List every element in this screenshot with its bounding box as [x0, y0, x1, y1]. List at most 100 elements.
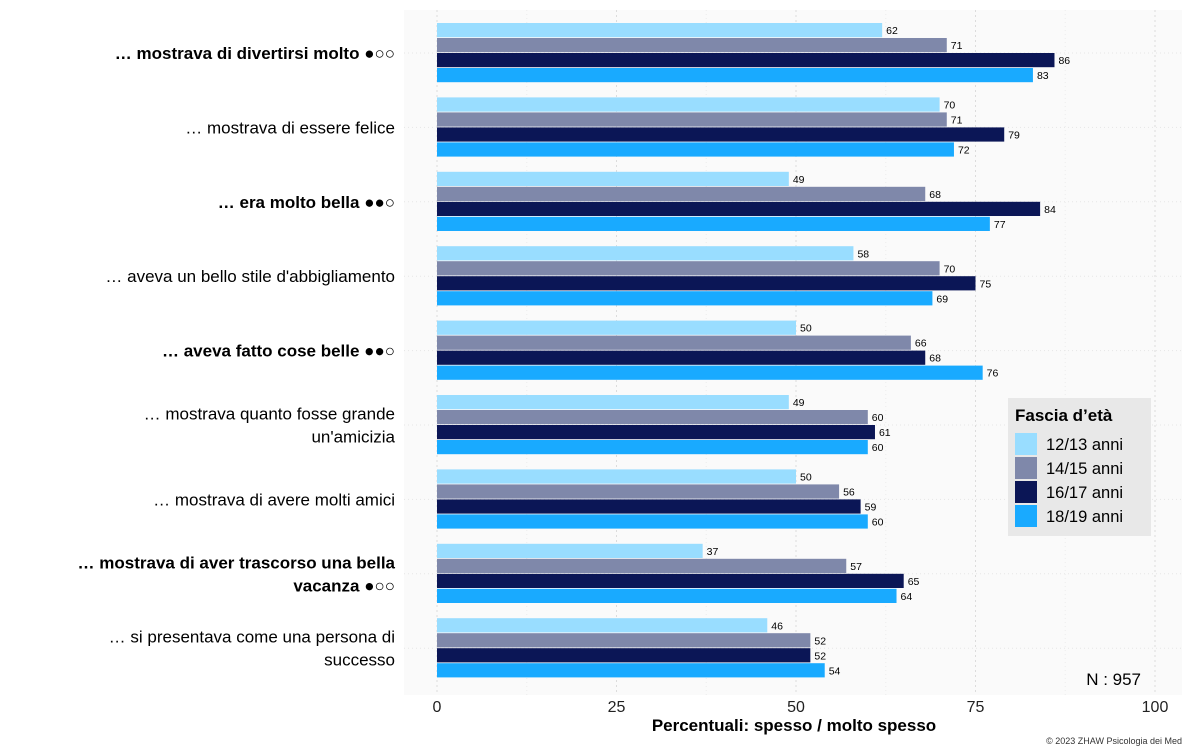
data-label: 76: [987, 368, 999, 380]
x-tick-label: 25: [608, 699, 626, 716]
x-tick-label: 0: [433, 699, 442, 716]
bar: [437, 53, 1055, 68]
data-label: 83: [1037, 70, 1049, 82]
x-axis-ticks: 0 25 50 75 100: [433, 699, 1169, 716]
bar: [437, 663, 825, 678]
bar: [437, 320, 796, 335]
bar: [437, 633, 811, 648]
bar: [437, 618, 768, 633]
data-label: 71: [951, 115, 963, 127]
bar: [437, 112, 947, 127]
bar: [437, 38, 947, 53]
data-label: 50: [800, 323, 812, 335]
legend-label: 16/17 anni: [1046, 484, 1123, 502]
sample-size-label: N : 957: [1086, 670, 1141, 689]
bar: [437, 171, 789, 186]
category-label: un'amicizia: [311, 428, 395, 447]
bar: [437, 440, 868, 455]
bar: [437, 365, 983, 380]
bar: [437, 97, 940, 112]
bar: [437, 425, 875, 440]
bar: [437, 68, 1033, 83]
bar: [437, 127, 1005, 142]
legend-swatch: [1015, 433, 1037, 455]
data-label: 50: [800, 472, 812, 484]
data-label: 70: [944, 263, 956, 275]
data-label: 57: [850, 561, 862, 573]
data-label: 60: [872, 442, 884, 454]
legend-label: 12/13 anni: [1046, 436, 1123, 454]
data-label: 46: [771, 620, 783, 632]
data-label: 77: [994, 219, 1006, 231]
bar: [437, 395, 789, 410]
bar: [437, 469, 796, 484]
category-labels: … mostrava di divertirsi molto ●○○ … most…: [78, 44, 396, 670]
bars: [437, 23, 1055, 678]
category-label: … mostrava di avere molti amici: [153, 490, 395, 509]
bar: [437, 573, 904, 588]
legend-swatch: [1015, 481, 1037, 503]
x-tick-label: 100: [1142, 699, 1169, 716]
data-label: 71: [951, 40, 963, 52]
data-label: 60: [872, 412, 884, 424]
category-label: … si presentava come una persona di: [109, 628, 395, 647]
bar: [437, 201, 1041, 216]
bar: [437, 335, 911, 350]
category-label: … mostrava di aver trascorso una bella: [78, 553, 396, 572]
bar: [437, 261, 940, 276]
category-label: … mostrava di divertirsi molto ●○○: [115, 44, 395, 63]
bar: [437, 350, 926, 365]
category-label: … era molto bella ●●○: [218, 193, 395, 212]
data-label: 62: [886, 25, 898, 37]
legend: Fascia d’età 12/13 anni 14/15 anni 16/17 a…: [1008, 398, 1151, 536]
data-label: 58: [857, 248, 869, 260]
data-label: 69: [936, 293, 948, 305]
data-label: 49: [793, 397, 805, 409]
value-labels: 6271868370717972496884775870756950666876…: [707, 25, 1071, 677]
bar: [437, 543, 703, 558]
data-label: 56: [843, 487, 855, 499]
data-label: 65: [908, 576, 920, 588]
data-label: 75: [980, 278, 992, 290]
bar: [437, 588, 897, 603]
legend-items: 12/13 anni 14/15 anni 16/17 anni 18/19 anni: [1015, 433, 1123, 527]
bar: [437, 499, 861, 514]
data-label: 79: [1008, 130, 1020, 142]
legend-swatch: [1015, 457, 1037, 479]
bar: [437, 246, 854, 261]
category-label: vacanza ●○○: [293, 576, 395, 595]
bar: [437, 216, 990, 231]
data-label: 52: [814, 635, 826, 647]
data-label: 52: [814, 650, 826, 662]
bar: [437, 648, 811, 663]
bar: [437, 410, 868, 425]
x-axis-title: Percentuali: spesso / molto spesso: [652, 716, 936, 735]
bar: [437, 23, 883, 38]
bar: [437, 186, 926, 201]
bar: [437, 484, 840, 499]
legend-label: 18/19 anni: [1046, 508, 1123, 526]
category-label: … mostrava quanto fosse grande: [144, 405, 395, 424]
data-label: 84: [1044, 204, 1056, 216]
data-label: 66: [915, 338, 927, 350]
data-label: 59: [865, 502, 877, 514]
data-label: 60: [872, 517, 884, 529]
data-label: 49: [793, 174, 805, 186]
data-label: 68: [929, 353, 941, 365]
legend-title: Fascia d’età: [1015, 406, 1113, 425]
x-tick-label: 50: [787, 699, 805, 716]
category-label: … aveva un bello stile d'abbigliamento: [105, 267, 395, 286]
bar: [437, 514, 868, 529]
category-label: successo: [324, 651, 395, 670]
category-label: … mostrava di essere felice: [185, 118, 395, 137]
bar: [437, 291, 933, 306]
copyright-note: © 2023 ZHAW Psicologia dei Med: [1046, 736, 1182, 746]
category-label: … aveva fatto cose belle ●●○: [162, 342, 395, 361]
legend-swatch: [1015, 505, 1037, 527]
data-label: 61: [879, 427, 891, 439]
legend-label: 14/15 anni: [1046, 460, 1123, 478]
bar: [437, 558, 847, 573]
data-label: 64: [901, 591, 913, 603]
data-label: 37: [707, 546, 719, 558]
data-label: 72: [958, 145, 970, 157]
